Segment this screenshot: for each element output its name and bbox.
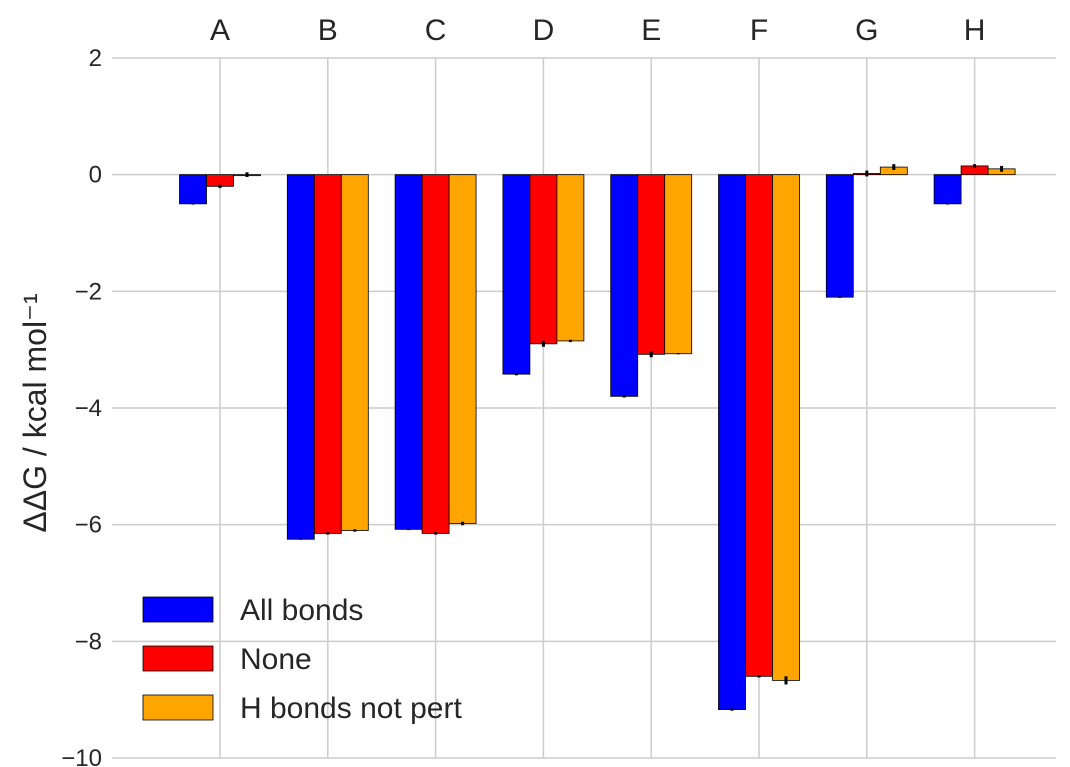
bar bbox=[825, 174, 854, 298]
category-label: B bbox=[318, 14, 338, 47]
category-label: G bbox=[855, 14, 878, 47]
bar bbox=[448, 174, 477, 524]
bar bbox=[394, 174, 423, 530]
y-tick-label: −4 bbox=[75, 395, 102, 422]
y-tick-label: 2 bbox=[89, 45, 102, 72]
bar bbox=[556, 174, 585, 342]
legend-label: All bonds bbox=[240, 594, 363, 627]
bar bbox=[502, 174, 531, 375]
bar bbox=[313, 174, 342, 534]
bar bbox=[933, 174, 962, 205]
bar bbox=[664, 174, 693, 355]
category-label: E bbox=[641, 14, 661, 47]
category-label: D bbox=[533, 14, 555, 47]
bar bbox=[610, 174, 639, 397]
bars bbox=[179, 165, 1016, 710]
legend-swatch bbox=[142, 694, 214, 721]
bar bbox=[529, 174, 558, 345]
y-tick-label: −10 bbox=[61, 745, 102, 767]
y-tick-label: 0 bbox=[89, 162, 102, 189]
bar bbox=[421, 174, 450, 534]
bar bbox=[286, 174, 315, 540]
bar bbox=[637, 174, 666, 355]
legend-label: None bbox=[240, 643, 312, 676]
bar bbox=[745, 174, 773, 677]
category-label: F bbox=[750, 14, 768, 47]
legend-swatch bbox=[142, 645, 214, 672]
y-tick-label: −6 bbox=[75, 512, 102, 539]
category-label: C bbox=[425, 14, 447, 47]
bar bbox=[772, 174, 800, 681]
y-tick-labels: 2 0 −2 −4 −6 −8 −10 bbox=[61, 45, 102, 767]
y-tick-label: −2 bbox=[75, 278, 102, 305]
error-bars bbox=[191, 164, 1004, 711]
category-labels: A B C D E F G H bbox=[210, 14, 985, 47]
y-tick-label: −8 bbox=[75, 628, 102, 655]
category-label: H bbox=[964, 14, 986, 47]
y-axis-label: ΔΔG / kcal mol⁻¹ bbox=[17, 293, 53, 532]
category-label: A bbox=[210, 14, 230, 47]
legend-label: H bonds not pert bbox=[240, 692, 462, 725]
bar bbox=[718, 174, 746, 710]
legend-swatch bbox=[142, 596, 214, 623]
bar bbox=[340, 174, 369, 531]
bar bbox=[179, 174, 207, 205]
legend: All bonds None H bonds not pert bbox=[142, 594, 462, 725]
